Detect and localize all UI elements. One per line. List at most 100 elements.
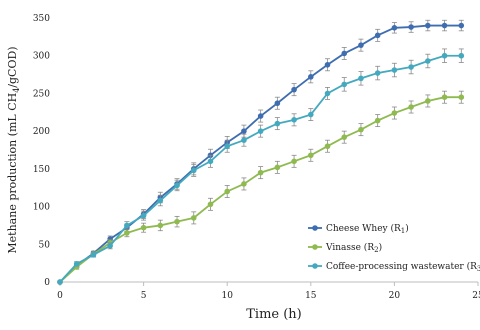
data-point: [441, 94, 448, 100]
data-point: [374, 32, 381, 39]
data-point: [308, 74, 314, 80]
data-point: [57, 279, 63, 285]
legend-swatch-marker: [312, 225, 318, 231]
data-point: [207, 158, 214, 165]
data-point: [241, 181, 247, 187]
data-point: [274, 100, 281, 107]
series-layer: [57, 19, 465, 285]
data-point: [458, 94, 465, 100]
data-point: [358, 42, 364, 48]
y-tick-label: 50: [39, 240, 51, 250]
y-tick-label: 250: [33, 89, 50, 99]
data-point: [291, 86, 297, 93]
data-point: [241, 137, 247, 143]
legend-label-part: Coffee-processing wastewater (R: [326, 261, 477, 272]
series-2: [57, 90, 465, 285]
legend-label: Cheese Whey (R1): [326, 223, 409, 235]
data-point: [224, 188, 230, 195]
data-point: [157, 222, 164, 229]
data-point: [291, 158, 297, 165]
legend-swatch-marker: [312, 244, 318, 250]
y-tick-label: 100: [33, 203, 50, 213]
data-point: [140, 224, 147, 231]
data-point: [324, 143, 331, 150]
data-point: [207, 201, 214, 208]
y-tick-label: 300: [33, 52, 50, 62]
series-line: [59, 24, 462, 283]
data-point: [341, 50, 348, 57]
data-point: [341, 134, 348, 140]
data-point: [73, 261, 80, 267]
data-point: [324, 90, 331, 97]
data-point: [425, 98, 431, 104]
y-axis-title-subscript: 4: [12, 88, 21, 93]
legend-item: Coffee-processing wastewater (R3): [308, 261, 480, 273]
data-point: [224, 143, 230, 150]
y-tick-label: 150: [33, 165, 50, 175]
y-tick-label: 0: [44, 278, 50, 288]
data-point: [174, 218, 180, 225]
legend-label-part: ): [379, 242, 383, 253]
legend-label-part: Cheese Whey (R: [326, 223, 401, 234]
legend-swatch-marker: [312, 263, 318, 269]
data-point: [408, 24, 414, 30]
data-point: [190, 215, 197, 221]
data-point: [441, 52, 448, 59]
data-point: [425, 22, 431, 29]
legend-label-subscript: 2: [374, 246, 378, 254]
legend-label-part: Vinasse (R: [325, 242, 374, 253]
data-point: [190, 167, 197, 174]
data-point: [391, 110, 398, 116]
data-point: [408, 104, 414, 110]
legend-label-subscript: 1: [401, 227, 405, 235]
data-point: [257, 169, 264, 176]
x-tick-label: 10: [221, 291, 233, 301]
data-point: [257, 128, 264, 134]
data-point: [274, 120, 281, 127]
data-point: [274, 164, 281, 171]
data-point: [374, 70, 381, 76]
y-tick-label: 200: [33, 127, 50, 137]
legend: Cheese Whey (R1)Vinasse (R2)Coffee-proce…: [308, 223, 480, 273]
data-point: [291, 117, 297, 123]
series-1: [57, 19, 465, 285]
legend-label-subscript: 3: [477, 265, 480, 273]
data-point: [308, 152, 314, 159]
data-point: [124, 222, 130, 229]
y-axis-title-part: /gCOD): [6, 46, 19, 87]
legend-label-part: ): [405, 223, 409, 234]
series-3: [57, 48, 465, 285]
y-tick-label: 350: [33, 14, 50, 24]
legend-item: Vinasse (R2): [308, 242, 382, 254]
x-tick-label: 5: [141, 291, 147, 301]
data-point: [391, 25, 398, 31]
data-point: [374, 117, 381, 124]
data-point: [425, 58, 431, 64]
data-point: [124, 230, 130, 236]
legend-label: Vinasse (R2): [325, 242, 382, 254]
data-point: [358, 126, 364, 133]
x-tick-label: 0: [57, 291, 63, 301]
data-point: [241, 128, 247, 134]
legend-item: Cheese Whey (R1): [308, 223, 409, 235]
data-point: [458, 52, 465, 59]
data-point: [107, 242, 113, 249]
data-point: [441, 22, 448, 29]
data-point: [308, 111, 314, 118]
data-point: [157, 197, 164, 204]
x-tick-label: 25: [472, 291, 480, 301]
legend-label: Coffee-processing wastewater (R3): [326, 261, 480, 273]
x-tick-label: 15: [305, 291, 317, 301]
axes: 0510152025050100150200250300350: [33, 14, 480, 301]
y-axis-title: Methane production (mL CH4/gCOD): [6, 46, 21, 253]
data-point: [324, 61, 331, 68]
y-axis-title-part: Methane production (mL CH: [6, 93, 19, 254]
data-point: [90, 252, 97, 258]
data-point: [458, 22, 465, 29]
x-axis-title: Time (h): [246, 307, 302, 322]
data-point: [341, 81, 348, 88]
data-point: [174, 182, 180, 189]
x-tick-label: 20: [389, 291, 401, 301]
